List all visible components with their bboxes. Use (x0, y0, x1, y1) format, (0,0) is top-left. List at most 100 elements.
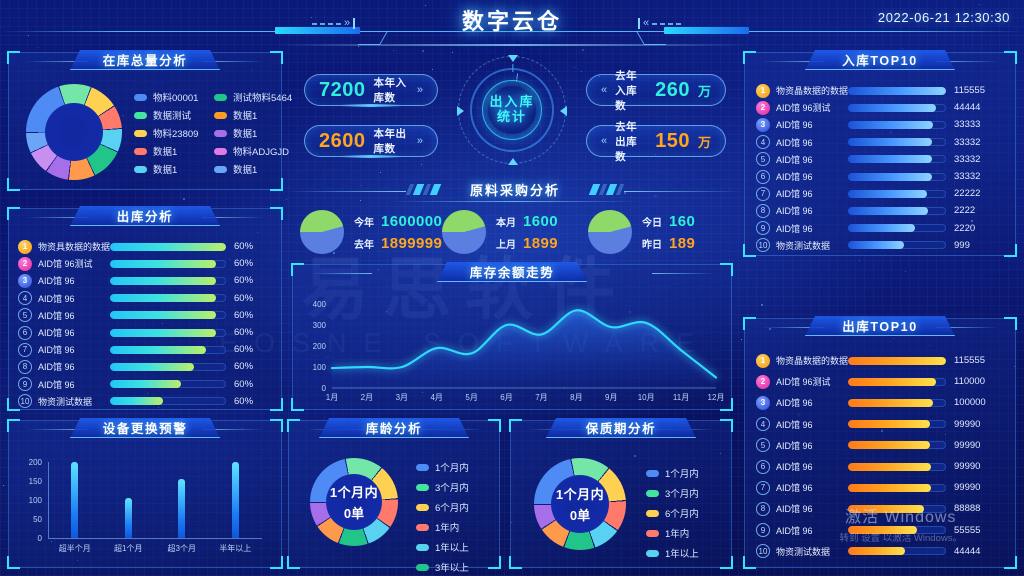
rank-item-name: AID馆 96 (776, 398, 813, 409)
stat-pill-last-year-outbound[interactable]: « 去年出库数 150 万 (586, 121, 726, 163)
stock-total-legend-item[interactable]: 物料00001 (134, 88, 208, 106)
stat-pill-last-year-inbound[interactable]: « 去年入库数 260 万 (586, 70, 726, 112)
rank-badge: 1 (756, 83, 770, 98)
device-warning-bar[interactable] (124, 498, 132, 538)
inbound-top10-row[interactable]: 6 AID馆 96 33332 (756, 168, 1006, 185)
outbound-analysis-row[interactable]: 5 AID馆 96 60% (18, 307, 272, 324)
stock-total-legend-item[interactable]: 数据1 (214, 124, 294, 142)
purchase-pie-row-label: 本月 (496, 217, 516, 229)
outbound-top10-row[interactable]: 3 AID馆 96 100000 (756, 392, 1006, 413)
inbound-top10-row[interactable]: 3 AID馆 96 33333 (756, 116, 1006, 133)
stock-total-legend-item[interactable]: 数据1 (214, 160, 294, 178)
shelf-life-legend-item[interactable]: 1年以上 (646, 546, 699, 560)
section-underline (390, 201, 640, 202)
age-analysis-legend-item[interactable]: 3个月内 (416, 480, 469, 494)
chevron-right-icon: » (344, 17, 351, 29)
inbound-top10-row[interactable]: 9 AID馆 96 2220 (756, 220, 1006, 237)
outbound-analysis-row[interactable]: 3 AID馆 96 60% (18, 272, 272, 289)
rank-item-name: AID馆 96 (38, 310, 75, 321)
stock-total-legend-item[interactable]: 数据1 (134, 160, 208, 178)
device-warning-bar[interactable] (178, 479, 186, 538)
chevron-right-icon: » (416, 135, 423, 147)
purchase-pie-item[interactable]: 本月 1600 上月 1899 (442, 210, 558, 254)
outbound-analysis-row[interactable]: 4 AID馆 96 60% (18, 290, 272, 307)
inbound-top10-row[interactable]: 10 物资测试数据 999 (756, 237, 1006, 254)
stock-total-legend-item[interactable]: 数据1 (214, 106, 294, 124)
shelf-life-legend-item[interactable]: 1个月内 (646, 466, 699, 480)
inbound-top10-row[interactable]: 4 AID馆 96 33332 (756, 134, 1006, 151)
balance-trend-area (332, 310, 716, 388)
stock-total-legend-item[interactable]: 测试物料5464 (214, 88, 294, 106)
stock-total-legend-item[interactable]: 数据1 (134, 142, 208, 160)
purchase-pie-item[interactable]: 今年 1600000 去年 1899999 (300, 210, 442, 254)
title-line-right (202, 217, 264, 218)
panel-outbound-top10: 出库TOP10 1 物资晶数据的数据…… 115555 2 AID馆 96测试 11000… (743, 318, 1017, 569)
balance-trend-x-tick: 5月 (465, 393, 478, 402)
panel-inbound-top10-title: 入库TOP10 (842, 54, 918, 68)
stock-total-legend-item[interactable]: 物料23809 (134, 124, 208, 142)
outbound-top10-row[interactable]: 5 AID馆 96 99990 (756, 435, 1006, 456)
outbound-top10-row[interactable]: 2 AID馆 96测试 110000 (756, 371, 1006, 392)
outbound-top10-row[interactable]: 9 AID馆 96 55555 (756, 520, 1006, 541)
stock-total-legend-item[interactable]: 数据测试 (134, 106, 208, 124)
inbound-top10-row[interactable]: 7 AID馆 96 22222 (756, 185, 1006, 202)
purchase-pie-row: 去年 1899999 (354, 235, 442, 252)
age-analysis-legend-item[interactable]: 1个月内 (416, 460, 469, 474)
purchase-pie-row-label: 今日 (642, 217, 662, 229)
inbound-top10-row[interactable]: 1 物资晶数据的数据…… 115555 (756, 82, 1006, 99)
stat-pill-this-year-inbound[interactable]: 7200 本年入库数 » (304, 74, 438, 107)
outbound-analysis-row[interactable]: 1 物资具数据的数据…… 60% (18, 238, 272, 255)
outbound-top10-row[interactable]: 8 AID馆 96 88888 (756, 498, 1006, 519)
shelf-life-legend-item[interactable]: 3个月内 (646, 486, 699, 500)
age-analysis-legend-item[interactable]: 3年以上 (416, 560, 469, 574)
outbound-analysis-row[interactable]: 2 AID馆 96测试 60% (18, 255, 272, 272)
outbound-top10-row[interactable]: 10 物资测试数据 44444 (756, 541, 1006, 562)
outbound-analysis-row[interactable]: 6 AID馆 96 60% (18, 324, 272, 341)
inbound-top10-row[interactable]: 8 AID馆 96 2222 (756, 202, 1006, 219)
outbound-analysis-row[interactable]: 9 AID馆 96 60% (18, 376, 272, 393)
outbound-analysis-row[interactable]: 7 AID馆 96 60% (18, 341, 272, 358)
outbound-top10-row[interactable]: 7 AID馆 96 99990 (756, 477, 1006, 498)
shelf-life-legend-item[interactable]: 6个月内 (646, 506, 699, 520)
purchase-pie-row-value: 160 (669, 212, 696, 230)
rank-badge: 9 (756, 523, 770, 538)
purchase-pie-values: 今日 160 昨日 189 (642, 213, 695, 252)
device-warning-bar[interactable] (71, 462, 79, 538)
rank-progress-fill (848, 547, 905, 556)
device-warning-bar[interactable] (231, 462, 239, 538)
rank-progress-fill (848, 526, 917, 535)
age-analysis-legend-item[interactable]: 1年内 (416, 520, 469, 534)
age-analysis-donut-center: 1个月内 0单 (310, 458, 398, 546)
age-analysis-legend-item[interactable]: 1年以上 (416, 540, 469, 554)
legend-label: 3个月内 (435, 483, 469, 494)
panel-corner-br (270, 398, 283, 411)
age-analysis-legend-item[interactable]: 6个月内 (416, 500, 469, 514)
outbound-top10-row[interactable]: 4 AID馆 96 99990 (756, 414, 1006, 435)
last-year-inbound-unit: 万 (697, 83, 711, 99)
stat-pill-this-year-outbound[interactable]: 2600 本年出库数 » (304, 125, 438, 158)
shelf-life-legend-item[interactable]: 1年内 (646, 526, 699, 540)
outbound-analysis-row[interactable]: 10 物资测试数据 60% (18, 393, 272, 410)
inbound-top10-row[interactable]: 5 AID馆 96 33332 (756, 151, 1006, 168)
rank-item-value: 115555 (954, 355, 985, 367)
stock-total-legend-item[interactable]: 物料ADJGJD (214, 142, 294, 160)
panel-stock-total-title-wrap: 在库总量分析 (8, 50, 282, 76)
purchase-pie-chart (300, 210, 344, 254)
outbound-top10-row[interactable]: 1 物资晶数据的数据…… 115555 (756, 350, 1006, 371)
inbound-top10-row[interactable]: 2 AID馆 96测试 44444 (756, 99, 1006, 116)
last-year-outbound-label: 去年出库数 (615, 120, 638, 163)
rank-item-name: AID馆 96 (776, 206, 813, 217)
rank-progress-track (848, 483, 946, 492)
balance-trend-x-tick: 4月 (430, 393, 443, 402)
outbound-analysis-row[interactable]: 8 AID馆 96 60% (18, 358, 272, 375)
purchase-pie-item[interactable]: 今日 160 昨日 189 (588, 210, 695, 254)
legend-color-swatch (416, 503, 429, 511)
outbound-top10-row[interactable]: 6 AID馆 96 99990 (756, 456, 1006, 477)
purchase-pie-row-label: 上月 (496, 239, 516, 251)
device-warning-y-tick: 200 (28, 458, 42, 467)
rank-badge: 2 (756, 374, 770, 389)
legend-label: 物料23809 (153, 129, 199, 140)
rank-item-value: 60% (234, 361, 254, 373)
chevron-right-icon: » (416, 84, 423, 96)
chevron-left-icon: « (601, 135, 608, 147)
